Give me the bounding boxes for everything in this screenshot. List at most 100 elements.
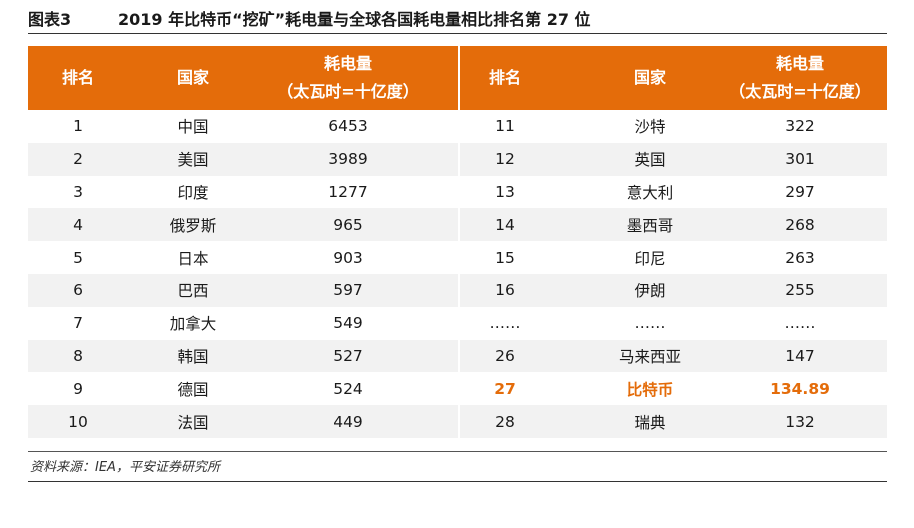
table-row: 4 俄罗斯 965: [28, 208, 458, 242]
consumption-cell: 597: [333, 281, 363, 300]
consumption-cell: 549: [333, 314, 363, 333]
table-row: 1 中国 6453: [28, 110, 458, 143]
table-row: 11 沙特 322: [460, 110, 887, 143]
rank-cell: 26: [495, 346, 515, 365]
consumption-cell: 3989: [328, 150, 368, 169]
country-cell: 比特币: [626, 380, 674, 399]
country-cell: 马来西亚: [618, 347, 681, 366]
bottom-rule: [28, 451, 887, 452]
country-cell: 中国: [177, 118, 209, 137]
country-cell: 巴西: [177, 282, 209, 301]
country-cell: 日本: [177, 249, 209, 268]
consumption-cell: 6453: [328, 117, 368, 136]
consumption-cell: 965: [333, 215, 363, 234]
end-rule: [28, 481, 887, 482]
rank-cell: 16: [495, 281, 515, 300]
rank-cell: 5: [73, 248, 83, 267]
rank-cell: 2: [73, 150, 83, 169]
rank-cell: 10: [68, 412, 88, 431]
country-cell: 瑞典: [634, 413, 666, 432]
rank-cell: 27: [494, 379, 516, 398]
consumption-cell: 297: [785, 182, 815, 201]
country-cell: 韩国: [177, 347, 209, 366]
country-cell: 墨西哥: [626, 216, 674, 235]
table-row: 10 法国 449: [28, 405, 458, 438]
table-row: …… …… ……: [460, 307, 887, 340]
source-note: 资料来源：IEA，平安证券研究所: [30, 460, 220, 475]
table-header-right: 排名 国家 耗电量 （太瓦时=十亿度）: [460, 46, 887, 110]
table-row: 26 马来西亚 147: [460, 339, 887, 373]
header-consumption: 耗电量 （太瓦时=十亿度）: [277, 54, 419, 101]
country-cell: 英国: [634, 151, 666, 170]
table-row: 14 墨西哥 268: [460, 208, 887, 242]
table-row: 8 韩国 527: [28, 339, 458, 373]
figure-title-row: 图表3 2019 年比特币“挖矿”耗电量与全球各国耗电量相比排名第 27 位: [28, 4, 887, 32]
rank-cell: 12: [495, 150, 515, 169]
table-row: 3 印度 1277: [28, 176, 458, 209]
header-rank: 排名: [61, 68, 94, 87]
rank-cell: 7: [73, 314, 83, 333]
table-row: 13 意大利 297: [460, 176, 887, 209]
rank-cell: 4: [73, 215, 83, 234]
figure-label: 图表3: [28, 10, 72, 29]
rank-cell: 14: [495, 215, 515, 234]
rank-cell: 8: [73, 346, 83, 365]
ranking-table: 排名 国家 耗电量 （太瓦时=十亿度） 1 中国 6453 2 美国 3989 3 印度 127…: [28, 46, 887, 438]
header-rank: 排名: [488, 68, 521, 87]
consumption-cell: 134.89: [770, 379, 830, 398]
country-cell: 德国: [177, 380, 209, 399]
table-row-highlight: 27 比特币 134.89: [460, 372, 887, 405]
table-row: 5 日本 903: [28, 241, 458, 274]
rank-cell: 11: [495, 117, 515, 136]
table-body-right: 11 沙特 322 12 英国 301 13 意大利 297 14 墨西哥 268 15 印尼 263 16 伊…: [460, 110, 887, 438]
table-right-half: 排名 国家 耗电量 （太瓦时=十亿度） 11 沙特 322 12 英国 301 13 意大利 2…: [460, 46, 887, 438]
rank-cell: 28: [495, 412, 515, 431]
country-cell: 美国: [177, 151, 209, 170]
header-consumption: 耗电量 （太瓦时=十亿度）: [729, 54, 871, 101]
table-body-left: 1 中国 6453 2 美国 3989 3 印度 1277 4 俄罗斯 965 5 日本 903 6 巴西 597…: [28, 110, 458, 438]
rank-cell: ……: [489, 314, 521, 333]
country-cell: 法国: [177, 413, 209, 432]
table-row: 2 美国 3989: [28, 142, 458, 176]
rank-cell: 15: [495, 248, 515, 267]
consumption-cell: 524: [333, 379, 363, 398]
table-row: 6 巴西 597: [28, 273, 458, 307]
consumption-cell: ……: [784, 314, 816, 333]
table-row: 15 印尼 263: [460, 241, 887, 274]
country-cell: 意大利: [626, 183, 674, 202]
consumption-cell: 132: [785, 412, 815, 431]
consumption-cell: 263: [785, 248, 815, 267]
consumption-cell: 301: [785, 150, 815, 169]
table-header-left: 排名 国家 耗电量 （太瓦时=十亿度）: [28, 46, 458, 110]
header-country: 国家: [633, 68, 666, 87]
country-cell: 沙特: [634, 118, 666, 137]
consumption-cell: 268: [785, 215, 815, 234]
rank-cell: 9: [73, 379, 83, 398]
consumption-cell: 255: [785, 281, 815, 300]
header-country: 国家: [176, 68, 209, 87]
consumption-cell: 903: [333, 248, 363, 267]
column-separator: [458, 46, 460, 438]
table-row: 28 瑞典 132: [460, 405, 887, 438]
table-row: 16 伊朗 255: [460, 273, 887, 307]
figure-title: 2019 年比特币“挖矿”耗电量与全球各国耗电量相比排名第 27 位: [118, 10, 591, 29]
consumption-cell: 449: [333, 412, 363, 431]
top-rule: [28, 33, 887, 34]
rank-cell: 3: [73, 182, 83, 201]
rank-cell: 13: [495, 182, 515, 201]
country-cell: ……: [634, 314, 666, 333]
table-row: 12 英国 301: [460, 142, 887, 176]
rank-cell: 6: [73, 281, 83, 300]
table-row: 7 加拿大 549: [28, 307, 458, 340]
table-row: 9 德国 524: [28, 372, 458, 405]
country-cell: 加拿大: [169, 315, 217, 334]
rank-cell: 1: [73, 117, 83, 136]
consumption-cell: 1277: [328, 182, 368, 201]
consumption-cell: 527: [333, 346, 363, 365]
country-cell: 印尼: [634, 249, 666, 268]
country-cell: 伊朗: [634, 282, 666, 301]
consumption-cell: 147: [785, 346, 815, 365]
country-cell: 俄罗斯: [169, 216, 217, 235]
country-cell: 印度: [177, 183, 209, 202]
consumption-cell: 322: [785, 117, 815, 136]
